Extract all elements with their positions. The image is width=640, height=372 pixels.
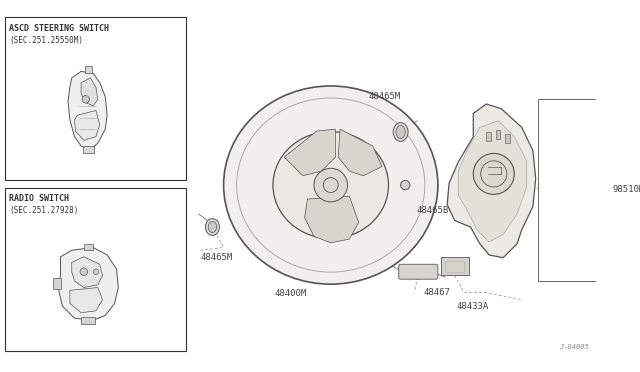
- Polygon shape: [74, 110, 100, 140]
- Bar: [4, 188, 186, 351]
- Polygon shape: [305, 196, 358, 243]
- Bar: [495, 130, 500, 140]
- Circle shape: [80, 268, 88, 275]
- Ellipse shape: [273, 132, 388, 238]
- Bar: [81, 317, 95, 324]
- Ellipse shape: [205, 219, 220, 235]
- Ellipse shape: [401, 180, 410, 190]
- Text: 48433A: 48433A: [456, 302, 489, 311]
- Text: ASCD STEERING SWITCH: ASCD STEERING SWITCH: [10, 24, 109, 33]
- Text: 48465M: 48465M: [368, 92, 400, 101]
- Ellipse shape: [396, 125, 405, 138]
- Bar: [84, 244, 93, 250]
- Polygon shape: [72, 257, 102, 288]
- Polygon shape: [284, 129, 335, 176]
- Circle shape: [82, 96, 90, 103]
- Ellipse shape: [223, 86, 438, 284]
- Polygon shape: [59, 247, 118, 320]
- Bar: [486, 132, 491, 141]
- Polygon shape: [338, 129, 382, 176]
- Text: (SEC.251.25550M): (SEC.251.25550M): [10, 36, 83, 45]
- FancyBboxPatch shape: [441, 257, 468, 275]
- FancyBboxPatch shape: [399, 264, 438, 279]
- Text: 98510M: 98510M: [612, 185, 640, 194]
- Ellipse shape: [208, 221, 216, 232]
- Circle shape: [474, 153, 515, 195]
- Text: 48467: 48467: [424, 288, 451, 296]
- Bar: [83, 146, 94, 153]
- Text: 48465M: 48465M: [200, 253, 232, 262]
- Text: RADIO SWITCH: RADIO SWITCH: [10, 195, 69, 203]
- Text: 48400M: 48400M: [275, 289, 307, 298]
- Polygon shape: [458, 121, 526, 242]
- Bar: [53, 278, 61, 289]
- Text: (SEC.251.27928): (SEC.251.27928): [10, 206, 79, 215]
- Text: J-84005: J-84005: [559, 344, 589, 350]
- Polygon shape: [68, 71, 107, 150]
- Polygon shape: [70, 288, 102, 313]
- Text: 48465B: 48465B: [417, 206, 449, 215]
- Bar: [538, 99, 609, 281]
- Bar: [445, 260, 464, 272]
- Circle shape: [93, 269, 99, 275]
- Ellipse shape: [393, 123, 408, 141]
- Bar: [4, 17, 186, 180]
- Bar: [84, 66, 92, 73]
- Circle shape: [314, 168, 348, 202]
- Bar: [505, 134, 509, 143]
- Polygon shape: [81, 78, 98, 106]
- Polygon shape: [447, 104, 536, 258]
